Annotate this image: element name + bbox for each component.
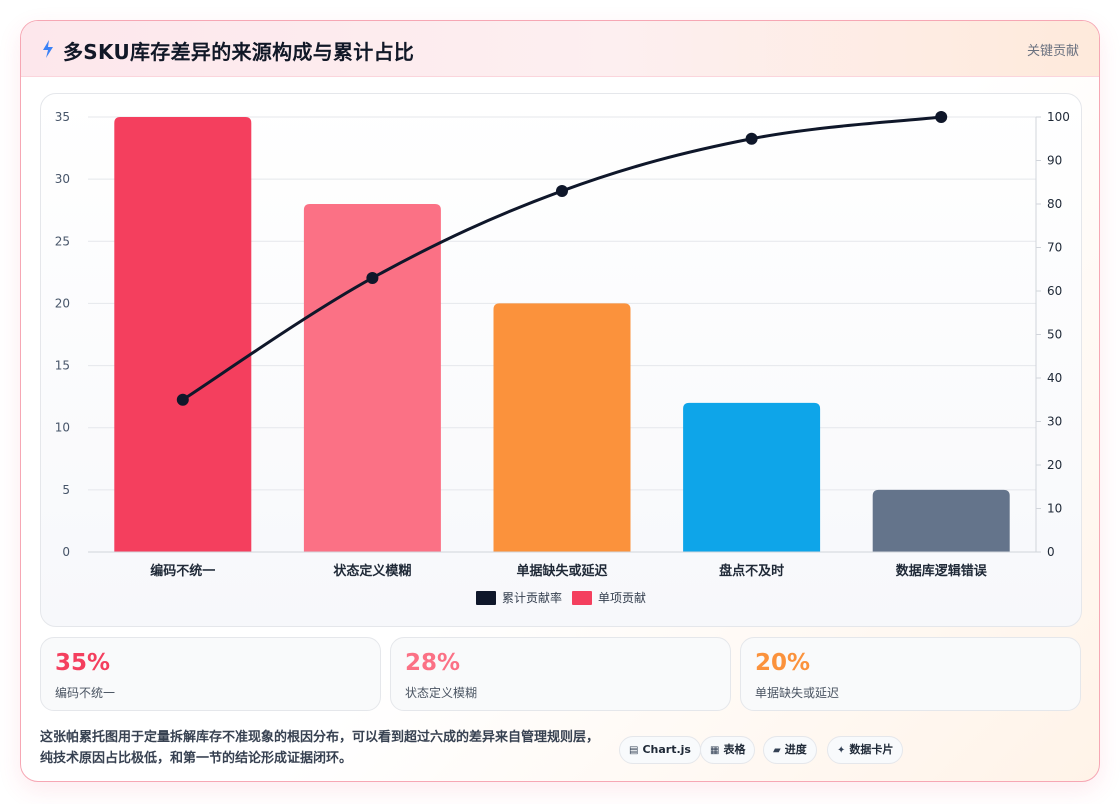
stat-label: 单据缺失或延迟 (755, 686, 840, 700)
bar (493, 303, 631, 552)
progress-icon: ▰ (773, 745, 781, 756)
key-contribution-tag: 关键贡献 (1026, 44, 1079, 59)
y-left-tick-label: 10 (55, 421, 70, 435)
legend-label: 单项贡献 (598, 590, 646, 605)
y-right-tick-label: 90 (1047, 154, 1062, 168)
y-left-tick-label: 5 (62, 483, 70, 497)
y-right-tick-label: 80 (1047, 197, 1062, 211)
y-right-tick-label: 20 (1047, 458, 1062, 472)
chart-icon: ▤ (629, 745, 639, 756)
y-left-tick-label: 20 (55, 296, 70, 310)
cumulative-point (556, 184, 568, 197)
stat-value: 28% (405, 650, 461, 676)
chip-chartjs[interactable]: ▤ Chart.js (619, 736, 701, 764)
chip-label: 数据卡片 (849, 743, 894, 756)
legend-label: 累计贡献率 (502, 590, 562, 605)
y-left-tick-label: 30 (55, 172, 70, 186)
chip-label: Chart.js (642, 743, 691, 756)
stat-card: 35% 编码不统一 (40, 637, 381, 711)
bar (683, 402, 821, 552)
y-left-tick-label: 15 (55, 359, 70, 373)
pareto-chart-panel: 0 5 10 15 20 25 30 35 0 10 20 30 40 50 60 70 80 90 100 编码不统… (40, 93, 1082, 627)
bar (872, 489, 1010, 552)
stat-label: 状态定义模糊 (405, 686, 478, 700)
chip-progress[interactable]: ▰ 进度 (763, 736, 817, 764)
chip-table[interactable]: ▦ 表格 (700, 736, 756, 764)
x-category-label: 状态定义模糊 (333, 563, 411, 579)
stat-value: 20% (755, 650, 811, 676)
y-left-tick-label: 0 (62, 545, 70, 559)
legend-swatch (572, 591, 592, 605)
bolt-icon (43, 40, 53, 58)
bar (303, 204, 441, 552)
chip-label: 进度 (784, 743, 807, 756)
description-line: 纯技术原因占比极低，和第一节的结论形成证据闭环。 (40, 751, 353, 766)
cumulative-point (366, 271, 379, 284)
bar (114, 117, 252, 552)
chip-data-card[interactable]: ✦ 数据卡片 (827, 736, 904, 764)
y-right-tick-label: 70 (1047, 241, 1062, 255)
x-category-label: 编码不统一 (150, 563, 215, 579)
x-category-label: 盘点不及时 (719, 563, 784, 579)
stat-card: 28% 状态定义模糊 (390, 637, 731, 711)
chart-description: 这张帕累托图用于定量拆解库存不准现象的根因分布，可以看到超过六成的差异来自管理规… (40, 727, 610, 769)
sparkle-icon: ✦ (837, 745, 846, 756)
y-right-tick-label: 60 (1047, 284, 1062, 298)
y-right-tick-label: 40 (1047, 371, 1062, 385)
stat-card: 20% 单据缺失或延迟 (740, 637, 1081, 711)
y-right-tick-label: 50 (1047, 328, 1062, 342)
legend-swatch (476, 591, 496, 605)
cumulative-point (745, 132, 758, 145)
chart-title: 多SKU库存差异的来源构成与累计占比 (63, 40, 415, 64)
y-left-tick-label: 35 (55, 110, 70, 124)
pareto-chart: 0 5 10 15 20 25 30 35 0 10 20 30 40 50 60 70 80 90 100 编码不统… (55, 110, 1070, 605)
chip-label: 表格 (723, 743, 746, 756)
y-right-tick-label: 100 (1047, 110, 1070, 124)
cumulative-point (176, 393, 189, 406)
cumulative-point (935, 111, 948, 123)
card-header: 多SKU库存差异的来源构成与累计占比 关键贡献 (21, 21, 1099, 77)
stat-cards: 35% 编码不统一 28% 状态定义模糊 20% 单据缺失或延迟 (40, 637, 1082, 711)
x-category-label: 数据库逻辑错误 (896, 563, 988, 579)
report-card: 多SKU库存差异的来源构成与累计占比 关键贡献 0 5 10 15 20 25 30 35 0 1… (20, 20, 1100, 782)
y-right-tick-label: 0 (1047, 545, 1055, 559)
x-category-label: 单据缺失或延迟 (516, 563, 607, 579)
y-right-tick-label: 30 (1047, 415, 1062, 429)
table-icon: ▦ (710, 745, 720, 756)
stat-label: 编码不统一 (55, 686, 116, 700)
y-right-tick-label: 10 (1047, 502, 1062, 516)
description-line: 这张帕累托图用于定量拆解库存不准现象的根因分布，可以看到超过六成的差异来自管理规… (40, 730, 600, 745)
y-left-tick-label: 25 (55, 234, 70, 248)
stat-value: 35% (55, 650, 111, 676)
